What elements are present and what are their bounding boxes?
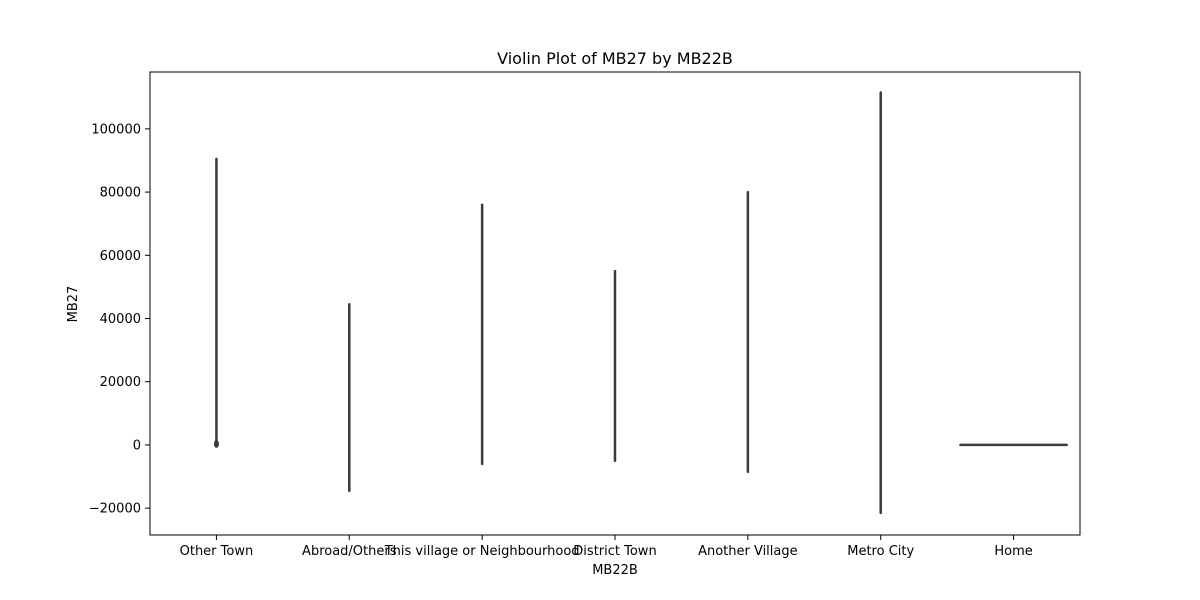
violins bbox=[213, 91, 1068, 515]
x-tick-label: Other Town bbox=[180, 544, 254, 559]
chart-title: Violin Plot of MB27 by MB22B bbox=[497, 49, 733, 68]
x-tick-label: Home bbox=[994, 544, 1032, 559]
x-tick-label: This village or Neighbourhood bbox=[384, 544, 580, 559]
x-axis-title: MB22B bbox=[592, 563, 638, 578]
y-tick-label: −20000 bbox=[89, 502, 141, 517]
x-tick-label: Another Village bbox=[698, 544, 798, 559]
violin-bulge bbox=[213, 439, 219, 448]
x-tick-label: Abroad/Others bbox=[302, 544, 397, 559]
y-axis: −20000 0 20000 40000 60000 80000 100000 bbox=[89, 122, 150, 517]
y-axis-title: MB27 bbox=[66, 286, 81, 323]
y-tick-label: 40000 bbox=[100, 312, 141, 327]
y-tick-label: 100000 bbox=[91, 122, 141, 137]
x-tick-label: District Town bbox=[573, 544, 656, 559]
x-tick-label: Metro City bbox=[847, 544, 914, 559]
y-tick-label: 60000 bbox=[100, 249, 141, 264]
y-tick-label: 80000 bbox=[100, 186, 141, 201]
y-tick-label: 20000 bbox=[100, 375, 141, 390]
y-tick-label: 0 bbox=[133, 438, 141, 453]
